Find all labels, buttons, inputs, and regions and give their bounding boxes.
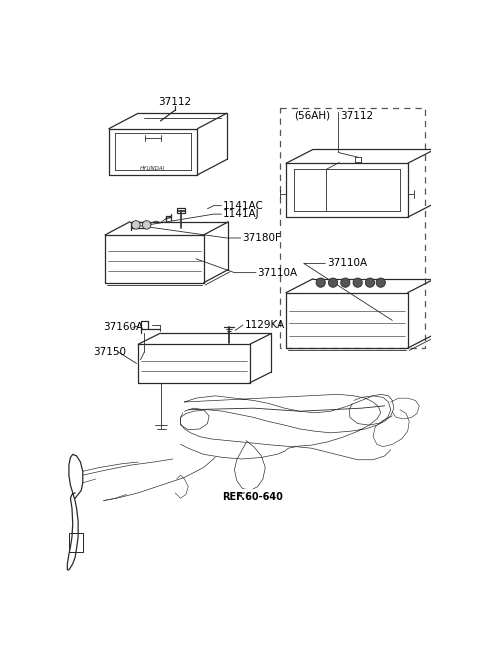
Circle shape — [376, 278, 385, 288]
Bar — [280, 108, 425, 348]
Circle shape — [132, 221, 140, 229]
Text: 37112: 37112 — [340, 111, 373, 121]
Text: 37110A: 37110A — [258, 268, 298, 278]
Text: 37110A: 37110A — [327, 259, 367, 269]
Text: (56AH): (56AH) — [294, 111, 330, 121]
Text: 1129KA: 1129KA — [244, 320, 285, 330]
Text: REF.60-640: REF.60-640 — [222, 492, 283, 502]
Text: 1141AJ: 1141AJ — [223, 209, 260, 219]
Text: 37160A: 37160A — [104, 322, 144, 332]
Circle shape — [328, 278, 337, 288]
Circle shape — [316, 278, 325, 288]
Circle shape — [353, 278, 362, 288]
Text: 1141AC: 1141AC — [223, 200, 264, 211]
Bar — [69, 533, 83, 552]
Text: 37112: 37112 — [158, 97, 192, 107]
Text: 37150: 37150 — [94, 347, 127, 357]
Circle shape — [341, 278, 350, 288]
Circle shape — [143, 221, 151, 229]
Text: 37180F: 37180F — [242, 233, 281, 243]
Text: HYUNDAI: HYUNDAI — [140, 166, 166, 171]
Circle shape — [365, 278, 374, 288]
